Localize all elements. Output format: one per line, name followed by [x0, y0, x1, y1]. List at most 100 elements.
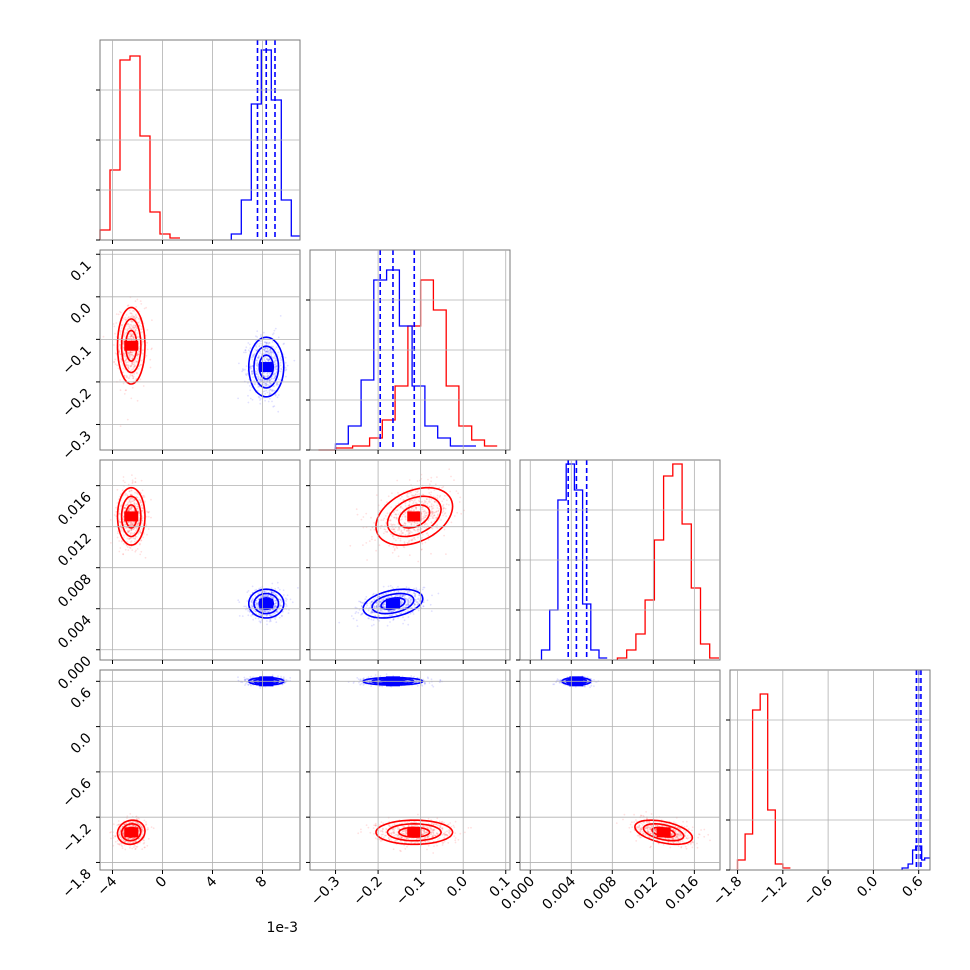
scatter-point	[254, 589, 256, 592]
scatter-point	[359, 600, 362, 603]
scatter-point	[386, 624, 389, 627]
scatter-point	[415, 588, 418, 591]
scatter-point	[129, 353, 132, 356]
scatter-point	[123, 393, 126, 395]
scatter-point	[448, 468, 451, 471]
scatter-point	[370, 600, 373, 603]
scatter-point	[271, 596, 274, 598]
scatter-point	[138, 310, 141, 313]
scatter-point	[116, 842, 119, 845]
scatter-point	[274, 393, 277, 396]
scatter-point	[394, 531, 397, 533]
scatter-point	[271, 608, 274, 611]
scatter-point	[274, 599, 276, 602]
scatter-point	[244, 351, 247, 354]
scatter-point	[406, 604, 409, 606]
scatter-point	[402, 545, 405, 548]
scatter-point	[251, 370, 254, 372]
scatter-point	[277, 336, 280, 339]
scatter-point	[267, 349, 270, 352]
scatter-point	[139, 823, 141, 826]
scatter-point	[120, 311, 122, 314]
scatter-point	[140, 826, 143, 829]
scatter-point	[458, 501, 461, 503]
scatter-point	[380, 600, 382, 603]
scatter-point	[407, 600, 410, 603]
scatter-point	[403, 594, 405, 597]
scatter-point	[127, 327, 130, 330]
scatter-point	[130, 351, 133, 354]
scatter-point	[119, 547, 122, 549]
scatter-point	[135, 326, 138, 328]
peak-B	[259, 598, 274, 609]
scatter-point	[428, 506, 431, 508]
scatter-point	[126, 837, 129, 840]
scatter-point	[119, 353, 122, 356]
scatter-point	[265, 350, 268, 353]
scatter-point	[422, 605, 425, 608]
gridlines-2-2	[520, 460, 720, 660]
scatter-point	[267, 383, 269, 386]
scatter-point	[129, 523, 132, 525]
scatter-point	[277, 675, 279, 677]
scatter-point	[355, 611, 358, 613]
scatter-point	[127, 367, 130, 370]
scatter-point	[138, 519, 141, 522]
scatter-point	[274, 348, 276, 350]
scatter-point	[431, 517, 434, 519]
scatter-point	[270, 590, 273, 593]
scatter-point	[409, 530, 412, 533]
scatter-point	[247, 610, 250, 612]
scatter-point	[129, 493, 132, 496]
scatter-point	[136, 496, 139, 499]
scatter-point	[130, 493, 133, 496]
scatter-point	[125, 314, 128, 316]
scatter-point	[269, 614, 271, 616]
scatter-point	[269, 619, 272, 621]
scatter-point	[140, 825, 143, 828]
scatter-point	[252, 618, 255, 621]
scatter-point	[413, 592, 415, 594]
scatter-point	[413, 495, 415, 497]
scatter-point	[366, 559, 368, 561]
scatter-point	[131, 320, 134, 323]
scatter-point	[418, 497, 421, 500]
scatter-point	[268, 358, 270, 361]
scatter-point	[115, 313, 118, 315]
scatter-point	[137, 521, 140, 524]
scatter-point	[269, 349, 271, 352]
scatter-point	[134, 329, 137, 332]
scatter-point	[423, 514, 426, 517]
scatter-point	[121, 847, 124, 850]
scatter-point	[393, 510, 395, 513]
scatter-point	[412, 613, 415, 615]
scatter-point	[407, 532, 410, 535]
scatter-point	[432, 514, 435, 517]
scatter-point	[122, 341, 125, 344]
scatter-point	[132, 336, 135, 338]
scatter-point	[116, 532, 119, 535]
scatter-point	[415, 599, 417, 601]
scatter-point	[257, 355, 260, 358]
scatter-point	[389, 584, 392, 587]
scatter-point	[397, 513, 400, 516]
scatter-point	[129, 821, 132, 824]
scatter-point	[407, 528, 410, 531]
scatter-point	[118, 512, 121, 515]
scatter-point	[285, 368, 288, 371]
scatter-point	[386, 597, 389, 599]
scatter-point	[128, 524, 131, 526]
scatter-point	[110, 831, 112, 833]
scatter-point	[399, 600, 402, 603]
scatter-point	[137, 353, 140, 355]
scatter-point	[350, 615, 353, 617]
scatter-point	[275, 346, 278, 349]
scatter-point	[410, 523, 413, 526]
scatter-point	[436, 524, 439, 526]
scatter-point	[128, 327, 131, 330]
scatter-point	[390, 533, 392, 535]
scatter-point	[135, 306, 138, 308]
scatter-point	[406, 610, 409, 613]
scatter-point	[131, 314, 134, 317]
scatter-point	[411, 487, 414, 490]
